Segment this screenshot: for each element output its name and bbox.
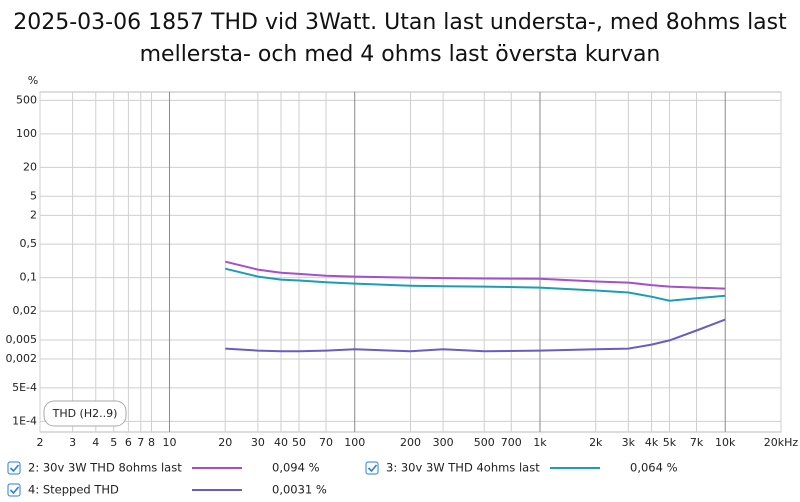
x-tick-label: 10k [715, 436, 736, 449]
x-tick-label: 5 [110, 436, 117, 449]
legend-checkbox[interactable] [365, 461, 379, 475]
legend-label: 2: 30v 3W THD 8ohms last [28, 461, 182, 475]
y-tick-label: 500 [16, 93, 37, 106]
y-tick-label: 0,002 [6, 352, 38, 365]
legend-label: 3: 30v 3W THD 4ohms last [386, 461, 540, 475]
y-axis-label: % [28, 74, 38, 87]
y-tick-label: 0,1 [20, 271, 38, 284]
x-tick-label: 700 [501, 436, 522, 449]
x-tick-label: 1k [533, 436, 547, 449]
legend-value: 0,0031 % [272, 483, 327, 497]
y-tick-label: 0,005 [6, 333, 38, 346]
y-tick-label: 20 [23, 160, 37, 173]
legend-check [367, 464, 378, 473]
x-tick-label: 500 [474, 436, 495, 449]
x-tick-label: 20kHz [764, 436, 799, 449]
y-tick-label: 5 [30, 189, 37, 202]
x-tick-label: 70 [319, 436, 333, 449]
legend-label: 4: Stepped THD [28, 483, 119, 497]
legend-value: 0,064 % [630, 461, 678, 475]
legend-check [9, 464, 20, 473]
y-tick-label: 0,5 [20, 237, 38, 250]
y-tick-label: 5E-4 [12, 381, 37, 394]
y-tick-label: 0,02 [13, 304, 38, 317]
x-tick-label: 30 [251, 436, 265, 449]
x-tick-label: 4k [645, 436, 659, 449]
x-tick-label: 200 [400, 436, 421, 449]
legend-check [9, 486, 20, 495]
series-line [225, 260, 726, 290]
x-tick-label: 7k [690, 436, 704, 449]
x-tick-label: 50 [292, 436, 306, 449]
x-tick-label: 7 [137, 436, 144, 449]
legend-checkbox[interactable] [7, 483, 21, 497]
x-tick-label: 40 [274, 436, 288, 449]
y-tick-label: 2 [30, 208, 37, 221]
x-tick-label: 3k [622, 436, 636, 449]
x-tick-label: 4 [92, 436, 99, 449]
x-tick-label: 10 [162, 436, 176, 449]
x-tick-label: 2 [37, 436, 44, 449]
x-tick-label: 6 [125, 436, 132, 449]
legend-value: 0,094 % [272, 461, 320, 475]
x-tick-label: 8 [148, 436, 155, 449]
y-tick-label: 100 [16, 127, 37, 140]
x-tick-label: 20 [218, 436, 232, 449]
legend-checkbox[interactable] [7, 461, 21, 475]
x-tick-label: 5k [663, 436, 677, 449]
annotation-box [43, 400, 127, 427]
x-tick-label: 3 [69, 436, 76, 449]
chart-title: mellersta- och med 4 ohms last översta k… [140, 42, 661, 67]
y-tick-label: 1E-4 [12, 414, 37, 427]
chart-title: 2025-03-06 1857 THD vid 3Watt. Utan last… [13, 10, 787, 35]
x-tick-label: 300 [433, 436, 454, 449]
annotation: THD (H2..9) [52, 407, 118, 420]
series-line [225, 318, 726, 353]
x-tick-label: 2k [589, 436, 603, 449]
series-line [225, 267, 726, 302]
x-tick-label: 100 [344, 436, 365, 449]
